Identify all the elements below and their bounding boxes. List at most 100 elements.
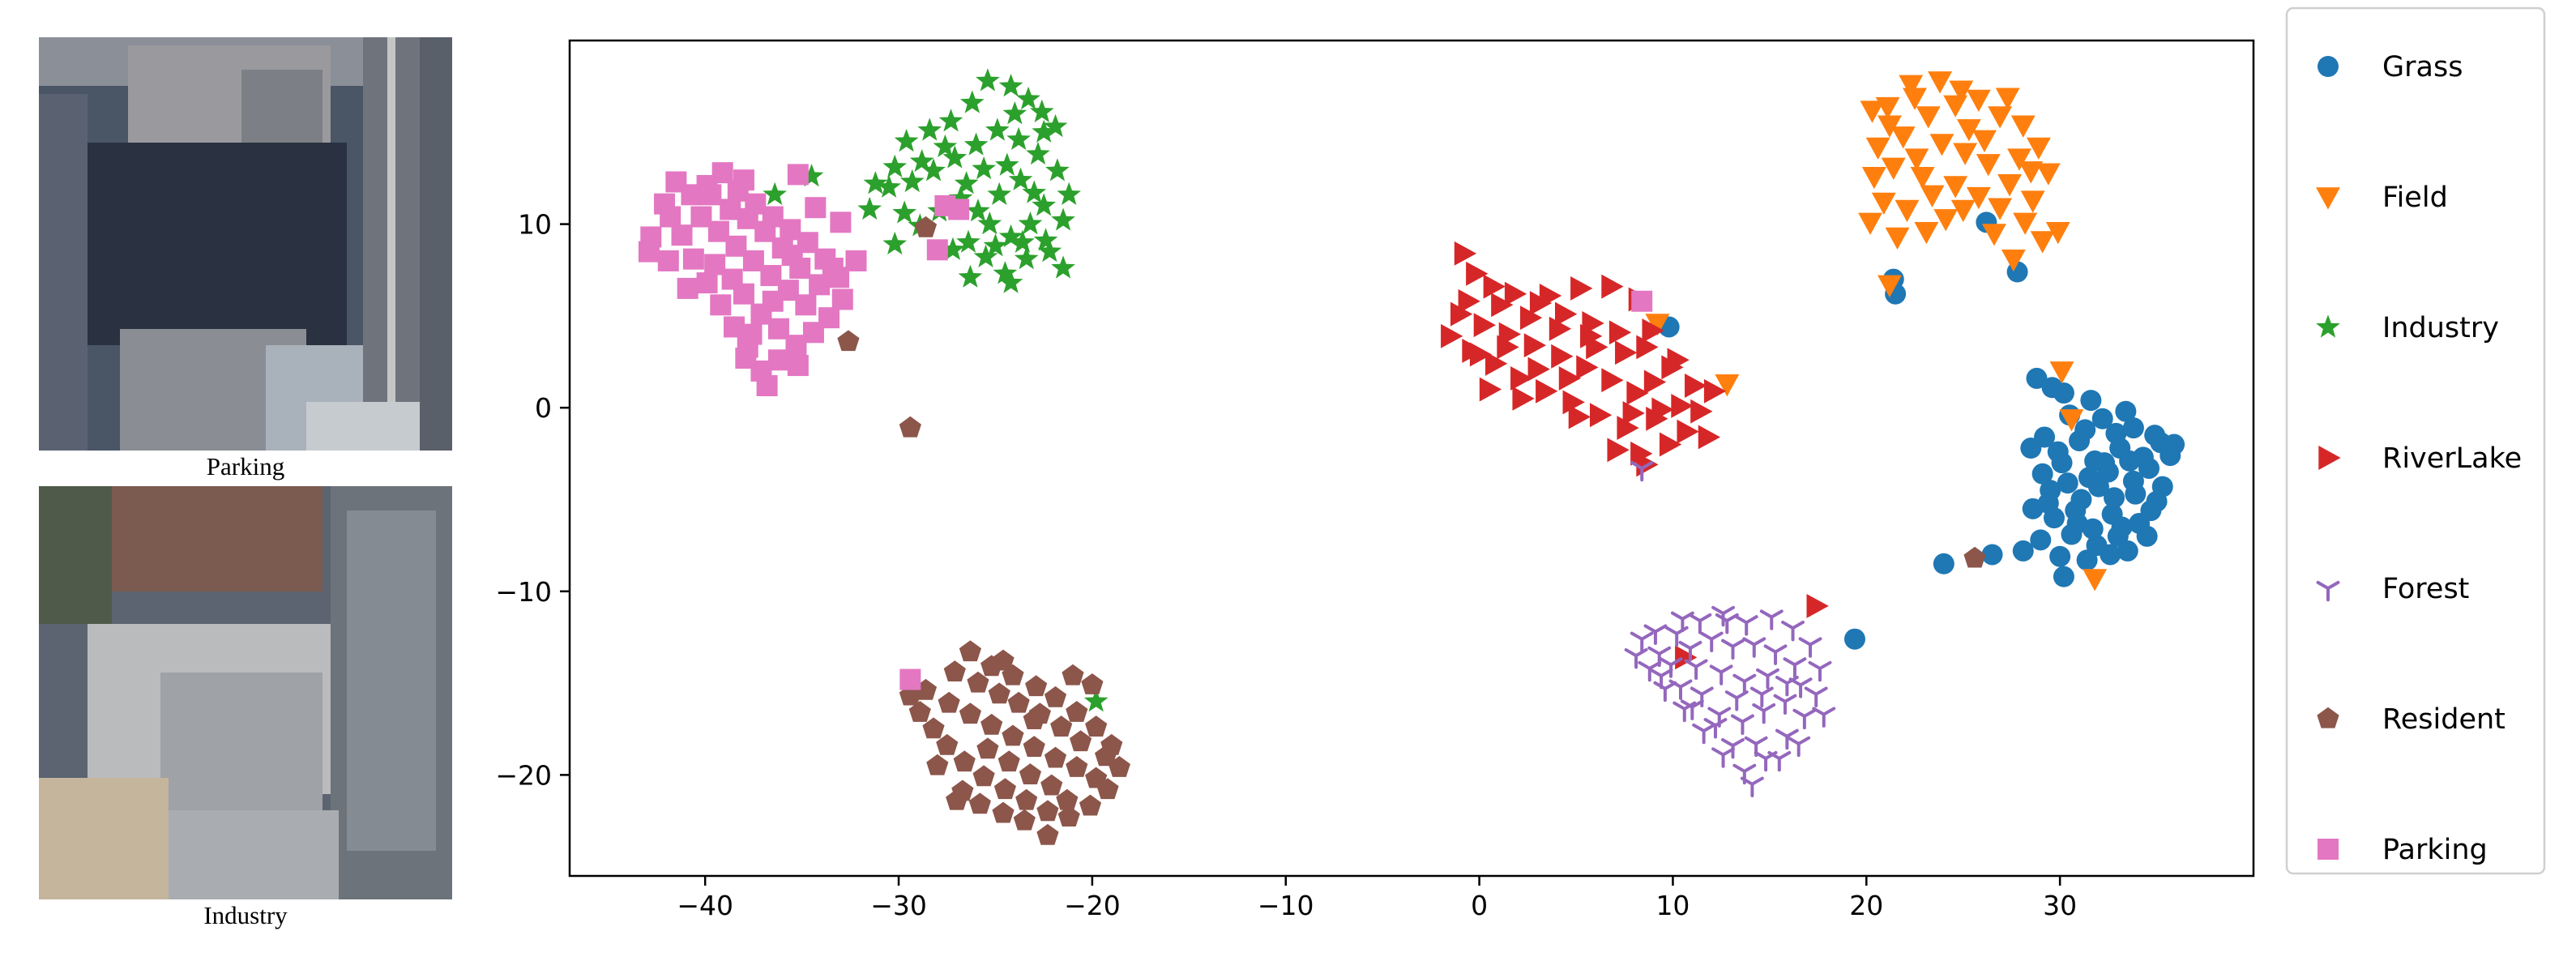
point-parking — [781, 245, 803, 267]
point-field — [1910, 166, 1935, 190]
point-industry — [958, 264, 983, 288]
x-tick-label: −10 — [1258, 890, 1314, 921]
point-parking — [762, 290, 784, 312]
point-resident — [980, 713, 1003, 735]
point-riverlake — [1608, 320, 1632, 345]
x-tick-label: 20 — [1849, 890, 1883, 921]
point-resident — [1044, 686, 1067, 707]
point-parking — [1631, 290, 1653, 312]
point-field — [1865, 137, 1890, 160]
point-resident — [946, 788, 968, 810]
point-resident — [1036, 800, 1059, 822]
point-riverlake — [1450, 301, 1473, 327]
point-forest — [1734, 615, 1758, 636]
point-grass — [2082, 518, 2104, 540]
point-resident — [1025, 675, 1048, 697]
legend-marker-grass — [2318, 56, 2339, 77]
point-industry — [1032, 119, 1057, 143]
point-grass — [2144, 425, 2166, 446]
point-forest — [1730, 714, 1754, 735]
point-field — [1899, 75, 1924, 97]
point-parking — [787, 355, 809, 377]
point-parking — [795, 294, 817, 316]
point-parking — [696, 272, 718, 294]
point-riverlake — [1643, 369, 1667, 395]
point-industry — [1043, 113, 1068, 138]
legend-label-industry: Industry — [2382, 312, 2499, 344]
point-riverlake — [1806, 593, 1829, 618]
point-riverlake — [1539, 284, 1562, 308]
point-riverlake — [1589, 403, 1613, 428]
y-tick-label: 0 — [535, 392, 552, 424]
point-field — [1875, 96, 1900, 120]
point-forest — [1688, 613, 1712, 634]
point-riverlake — [1651, 397, 1674, 422]
point-industry — [1008, 167, 1033, 190]
point-forest — [1759, 609, 1784, 630]
point-parking — [741, 323, 763, 345]
point-industry — [1057, 182, 1082, 205]
point-grass — [2115, 400, 2137, 422]
point-riverlake — [1504, 281, 1527, 306]
point-riverlake — [1601, 368, 1624, 393]
axes: −40 −30 −20 −10 0 10 20 30 −20 −10 0 10 — [495, 209, 2077, 921]
point-resident — [1015, 788, 1038, 810]
point-forest — [1630, 631, 1654, 652]
point-field — [1871, 192, 1896, 216]
point-riverlake — [1617, 416, 1639, 441]
point-parking — [721, 268, 743, 290]
point-resident — [1056, 788, 1079, 810]
point-parking — [677, 277, 698, 299]
point-riverlake — [1523, 333, 1547, 358]
point-industry — [983, 233, 1008, 257]
point-riverlake — [1554, 301, 1578, 327]
point-resident — [922, 717, 945, 739]
point-riverlake — [1615, 340, 1638, 365]
point-grass — [2049, 545, 2071, 567]
point-riverlake — [1580, 323, 1603, 348]
point-grass — [2041, 377, 2063, 399]
x-tick-label: −20 — [1064, 890, 1121, 921]
point-industry — [799, 164, 824, 187]
point-forest — [1703, 718, 1728, 739]
point-industry — [1022, 180, 1047, 203]
point-resident — [968, 792, 991, 814]
point-resident — [1036, 823, 1059, 845]
point-parking — [830, 211, 852, 233]
point-forest — [1715, 613, 1739, 634]
point-grass — [1933, 553, 1954, 574]
point-industry — [882, 154, 908, 177]
point-grass — [2026, 367, 2048, 389]
point-resident — [1019, 763, 1042, 784]
y-tick-label: −10 — [495, 576, 552, 608]
legend-marker-field — [2316, 187, 2340, 210]
point-forest — [1787, 736, 1811, 758]
point-riverlake — [1636, 335, 1659, 360]
point-field — [1878, 115, 1902, 138]
point-resident — [1066, 756, 1088, 777]
point-parking — [822, 257, 844, 279]
point-resident — [988, 682, 1010, 704]
point-forest — [1756, 668, 1779, 690]
point-field — [2010, 115, 2036, 138]
point-forest — [1742, 637, 1766, 658]
point-field — [1997, 174, 2022, 197]
point-riverlake — [1485, 351, 1508, 376]
point-riverlake — [1558, 365, 1582, 391]
point-field — [1890, 126, 1916, 149]
point-industry — [1029, 99, 1054, 122]
point-industry — [863, 171, 888, 194]
point-industry — [1032, 193, 1057, 216]
point-grass — [2091, 408, 2113, 429]
point-grass — [2164, 434, 2185, 455]
point-industry — [948, 186, 973, 209]
point-industry — [972, 156, 996, 180]
point-industry — [976, 68, 1000, 92]
legend: Grass Field Industry RiverLake Forest Residen… — [2316, 51, 2522, 866]
point-field — [1966, 186, 1991, 210]
point-industry — [1033, 228, 1058, 251]
point-parking — [657, 250, 679, 271]
point-forest — [1744, 736, 1768, 758]
point-industry — [942, 145, 968, 169]
point-resident — [938, 691, 960, 713]
